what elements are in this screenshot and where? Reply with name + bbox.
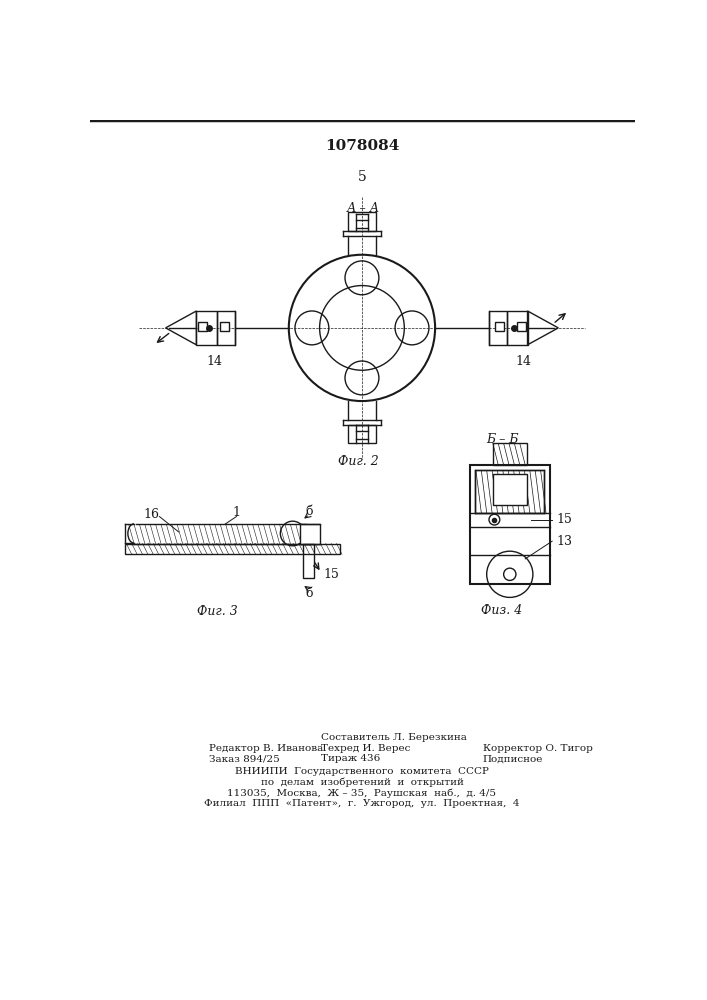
Text: Техред И. Верес: Техред И. Верес [321,744,411,753]
Text: Подписное: Подписное [483,754,543,763]
Text: б: б [306,587,313,600]
Text: 14: 14 [206,355,222,368]
Bar [348,212,376,231]
Text: 14: 14 [515,355,532,368]
Bar [493,443,527,465]
Bar [489,311,507,345]
Bar [469,465,550,584]
Text: 113035,  Москва,  Ж – 35,  Раушская  наб.,  д. 4/5: 113035, Москва, Ж – 35, Раушская наб., д… [228,788,496,798]
Bar [198,322,207,331]
Text: 15: 15 [324,568,339,581]
Bar [507,311,527,345]
Text: Филиал  ППП  «Патент»,  г.  Ужгород,  ул.  Проектная,  4: Филиал ППП «Патент», г. Ужгород, ул. Про… [204,799,520,808]
Text: 13: 13 [556,535,572,548]
Text: Корректор О. Тигор: Корректор О. Тигор [483,744,592,753]
Text: 5: 5 [358,170,366,184]
Bar [300,524,320,544]
Text: Фиг. 3: Фиг. 3 [197,605,238,618]
Text: 15: 15 [556,513,572,526]
Text: б: б [306,505,313,518]
Text: Физ. 4: Физ. 4 [481,604,522,617]
Bar [219,322,229,331]
Text: Тираж 436: Тираж 436 [321,754,380,763]
Text: Фиг. 2: Фиг. 2 [338,455,378,468]
Text: Редактор В. Иванова: Редактор В. Иванова [209,744,324,753]
Text: Б – Б: Б – Б [486,433,518,446]
Bar [495,322,504,331]
Text: 16: 16 [144,508,160,521]
Bar [493,474,527,505]
Text: ВНИИПИ  Государственного  комитета  СССР: ВНИИПИ Государственного комитета СССР [235,767,489,776]
Text: Заказ 894/25: Заказ 894/25 [209,754,280,763]
Bar [217,311,235,345]
Text: по  делам  изобретений  и  открытий: по делам изобретений и открытий [260,778,463,787]
Bar [197,311,217,345]
Text: 1: 1 [233,506,240,519]
Bar [125,544,340,554]
Text: Составитель Л. Березкина: Составитель Л. Березкина [321,733,467,742]
Bar [348,425,376,443]
Bar [303,544,314,578]
Text: 1078084: 1078084 [325,139,399,153]
Bar [475,470,544,513]
Text: А – А: А – А [347,202,380,215]
Bar [517,322,526,331]
